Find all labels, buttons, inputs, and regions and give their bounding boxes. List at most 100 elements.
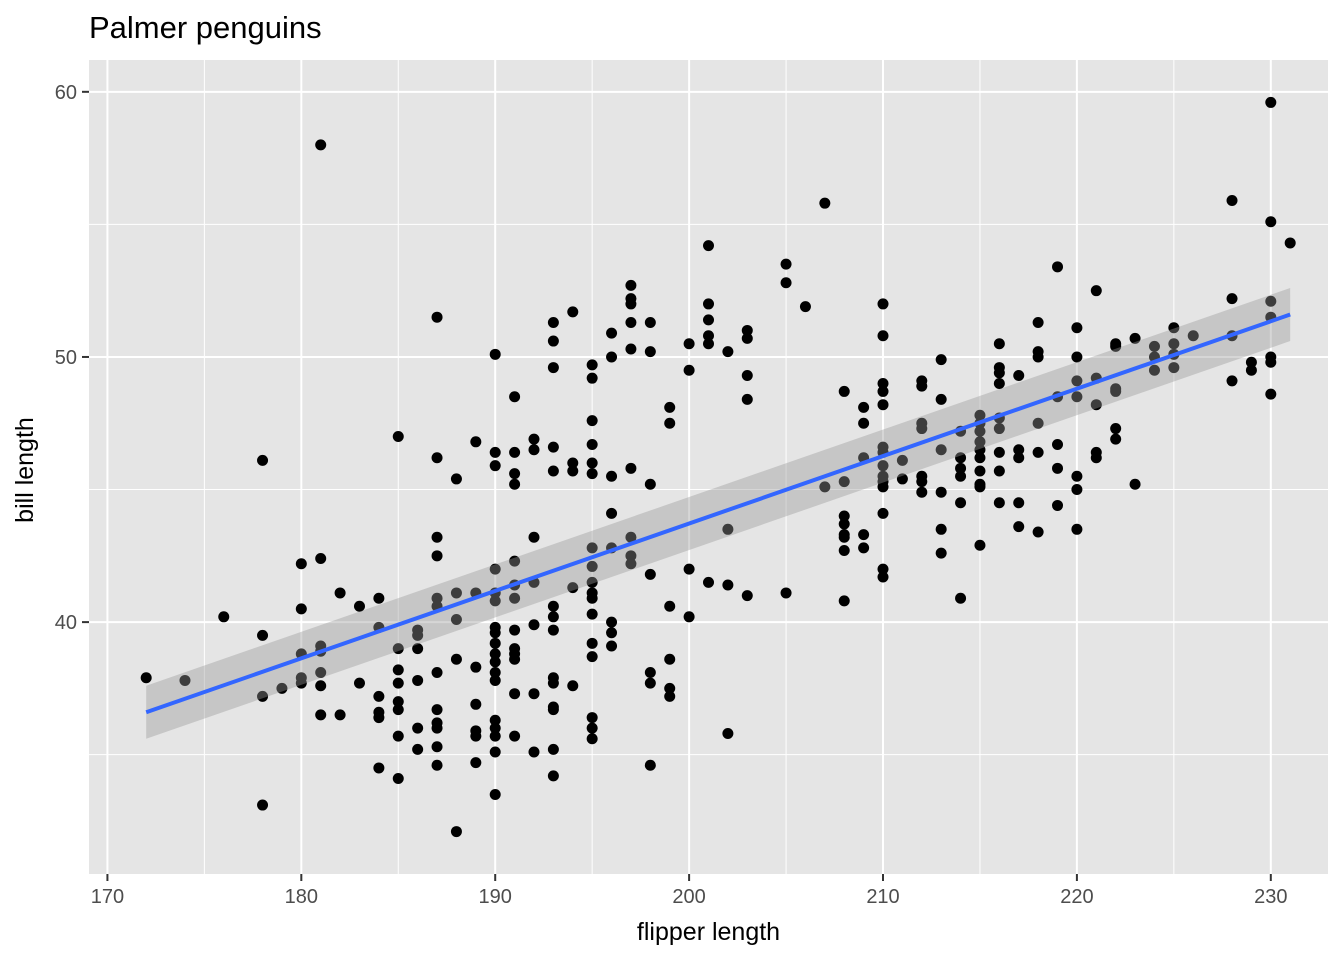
- data-point: [606, 640, 618, 652]
- data-point: [664, 653, 676, 665]
- data-point: [877, 507, 889, 519]
- data-point: [1110, 423, 1122, 435]
- data-point: [489, 730, 501, 742]
- data-point: [741, 324, 753, 336]
- data-point: [509, 653, 521, 665]
- data-point: [606, 507, 618, 519]
- data-point: [567, 680, 579, 692]
- data-point: [257, 629, 269, 641]
- data-point: [625, 298, 637, 310]
- data-point: [547, 335, 559, 347]
- data-point: [528, 688, 540, 700]
- data-point: [1071, 322, 1083, 334]
- data-point: [838, 510, 850, 522]
- data-point: [896, 473, 908, 485]
- data-point: [683, 364, 695, 376]
- data-point: [644, 478, 656, 490]
- data-point: [664, 690, 676, 702]
- data-point: [528, 433, 540, 445]
- data-point: [625, 558, 637, 570]
- data-point: [955, 462, 967, 474]
- data-point: [586, 542, 598, 554]
- data-point: [567, 465, 579, 477]
- x-tick-label: 230: [1254, 886, 1287, 908]
- data-point: [431, 704, 443, 716]
- data-point: [334, 587, 346, 599]
- data-point: [858, 529, 870, 541]
- data-point: [1168, 338, 1180, 350]
- data-point: [625, 343, 637, 355]
- data-point: [586, 733, 598, 745]
- data-point: [625, 316, 637, 328]
- data-point: [741, 370, 753, 382]
- data-point: [1265, 216, 1277, 228]
- data-point: [1032, 526, 1044, 538]
- data-point: [916, 476, 928, 488]
- data-point: [353, 677, 365, 689]
- data-point: [489, 563, 501, 575]
- data-point: [877, 377, 889, 389]
- data-point: [664, 600, 676, 612]
- data-point: [373, 762, 385, 774]
- data-point: [1071, 351, 1083, 363]
- data-point: [528, 746, 540, 758]
- data-point: [586, 359, 598, 371]
- data-point: [489, 446, 501, 458]
- data-point: [683, 563, 695, 575]
- data-point: [1090, 285, 1102, 297]
- data-point: [509, 468, 521, 480]
- y-tick-label: 60: [55, 82, 77, 104]
- data-point: [509, 592, 521, 604]
- data-point: [780, 258, 792, 270]
- data-point: [431, 550, 443, 562]
- data-point: [528, 619, 540, 631]
- data-point: [1032, 351, 1044, 363]
- x-axis-title: flipper length: [637, 918, 780, 946]
- data-point: [412, 629, 424, 641]
- data-point: [722, 346, 734, 358]
- data-point: [586, 608, 598, 620]
- data-point: [993, 377, 1005, 389]
- data-point: [315, 139, 327, 151]
- data-point: [1013, 497, 1025, 509]
- data-point: [586, 468, 598, 480]
- data-point: [470, 698, 482, 710]
- data-point: [644, 316, 656, 328]
- data-point: [1187, 330, 1199, 342]
- data-point: [1071, 484, 1083, 496]
- data-point: [586, 457, 598, 469]
- data-point: [819, 481, 831, 493]
- data-point: [392, 730, 404, 742]
- data-point: [489, 637, 501, 649]
- data-point: [586, 576, 598, 588]
- data-point: [1110, 340, 1122, 352]
- data-point: [955, 470, 967, 482]
- data-point: [838, 476, 850, 488]
- x-tick-label: 190: [479, 886, 512, 908]
- data-point: [412, 674, 424, 686]
- data-point: [547, 770, 559, 782]
- data-point: [780, 277, 792, 289]
- data-point: [1245, 364, 1257, 376]
- x-tick-label: 210: [866, 886, 899, 908]
- data-point: [1226, 293, 1238, 305]
- data-point: [1148, 340, 1160, 352]
- data-point: [993, 423, 1005, 435]
- data-point: [489, 788, 501, 800]
- data-point: [1265, 295, 1277, 307]
- data-point: [218, 611, 230, 623]
- data-point: [586, 651, 598, 663]
- data-point: [412, 643, 424, 655]
- data-point: [1284, 237, 1296, 249]
- data-point: [431, 722, 443, 734]
- data-point: [1168, 322, 1180, 334]
- data-point: [450, 473, 462, 485]
- data-point: [353, 600, 365, 612]
- data-point: [547, 704, 559, 716]
- data-point: [877, 563, 889, 575]
- data-point: [858, 542, 870, 554]
- data-point: [1226, 195, 1238, 207]
- y-tick-label: 50: [55, 347, 77, 369]
- data-point: [179, 674, 191, 686]
- data-point: [1168, 362, 1180, 374]
